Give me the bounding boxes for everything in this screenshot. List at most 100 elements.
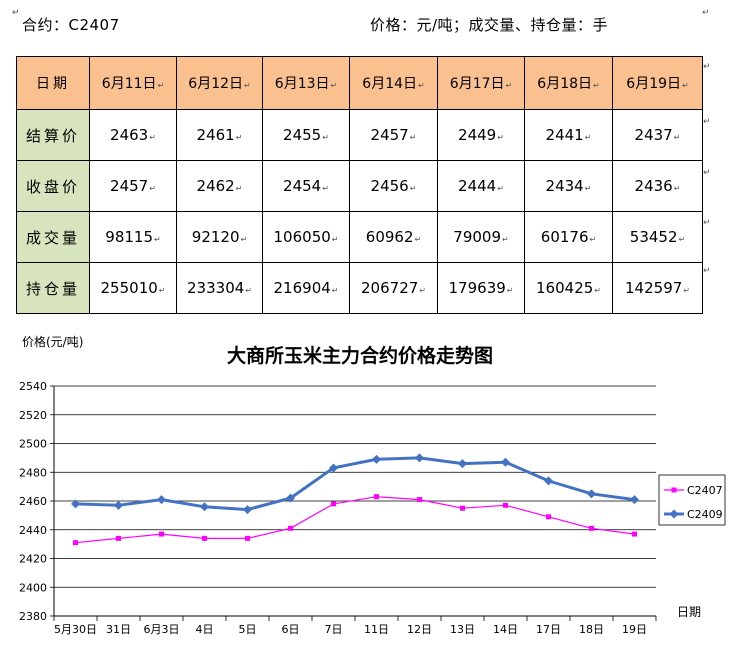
x-tick-label: 4日 — [196, 623, 214, 636]
data-point-c2407 — [503, 502, 508, 508]
y-tick-label: 2460 — [19, 495, 47, 508]
y-tick-label: 2480 — [19, 466, 47, 479]
cell-mark: ↵ — [506, 286, 514, 295]
value-cell: 2457↵ — [89, 160, 177, 212]
cell-value: 206727 — [361, 279, 419, 297]
legend-box — [658, 474, 726, 526]
value-cell: 2449↵ — [437, 109, 525, 161]
data-point-c2409 — [157, 495, 166, 505]
cell-value: 255010 — [100, 279, 158, 297]
value-cell: 233304↵ — [176, 262, 263, 314]
data-point-c2409 — [329, 463, 338, 473]
units-label: 价格：元/吨；成交量、持仓量：手 — [370, 16, 609, 34]
date-header-cell: 6月14日↵ — [349, 56, 438, 110]
value-cell: 2457↵ — [349, 109, 438, 161]
y-tick-label: 2520 — [19, 409, 47, 422]
x-tick-label: 7日 — [325, 623, 343, 636]
row-label: 成交量 — [25, 228, 80, 247]
value-cell: 53452↵ — [612, 211, 703, 263]
data-point-c2409 — [372, 454, 381, 464]
cell-mark: ↵ — [584, 133, 592, 142]
date-label: 6月14日 — [362, 76, 418, 92]
cell-value: 92120 — [191, 228, 240, 246]
value-cell: 92120↵ — [176, 211, 263, 263]
cell-mark: ↵ — [244, 81, 251, 90]
data-point-c2407 — [331, 501, 336, 507]
cell-value: 2456 — [370, 177, 409, 195]
cell-value: 2455 — [283, 126, 322, 144]
x-tick-label: 6日 — [282, 623, 300, 636]
value-cell: 106050↵ — [262, 211, 350, 263]
date-label: 6月12日 — [188, 76, 244, 92]
cell-value: 106050 — [273, 228, 331, 246]
x-tick-label: 17日 — [536, 623, 561, 636]
cell-value: 216904 — [273, 279, 331, 297]
cell-mark: ↵ — [497, 184, 504, 193]
row-end-mark: ↵ — [703, 117, 711, 127]
data-point-c2409 — [630, 495, 639, 505]
cell-value: 60962 — [365, 228, 414, 246]
cell-mark: ↵ — [682, 81, 689, 90]
x-tick-label: 5月30日 — [54, 623, 97, 636]
cell-mark: ↵ — [235, 184, 243, 193]
legend-marker — [671, 487, 677, 493]
y-tick-label: 2540 — [19, 380, 47, 393]
row-label-cell: 成交量 — [16, 211, 90, 263]
date-header-cell: 6月18日↵ — [524, 56, 613, 110]
row-end-mark: ↵ — [703, 62, 711, 72]
legend-label: C2407 — [687, 484, 723, 497]
data-point-c2407 — [460, 505, 465, 511]
y-tick-label: 2440 — [19, 524, 47, 537]
cell-value: 79009 — [453, 228, 501, 246]
data-point-c2409 — [415, 453, 424, 463]
data-point-c2409 — [286, 493, 295, 503]
row-label: 收盘价 — [25, 177, 80, 196]
x-axis-label: 日期 — [677, 605, 701, 619]
series-line-c2409 — [75, 456, 635, 512]
cell-mark: ↵ — [419, 286, 426, 295]
data-point-c2409 — [200, 502, 209, 512]
cell-mark: ↵ — [149, 184, 156, 193]
data-point-c2407 — [288, 525, 293, 531]
corner-label: 日期 — [36, 76, 70, 92]
table-header-row: 日期 6月11日↵ 6月12日↵ 6月13日↵ 6月14日↵ 6月17日↵ 6月18日↵ 6月… — [16, 56, 703, 110]
price-trend-chart: 大商所玉米主力合约价格走势图 价格(元/吨) 日期 2380 2400 2420 2440 2… — [19, 334, 726, 636]
table-row: 成交量 98115↵ 92120↵ 106050↵ 60962↵ 79009↵ 60176↵… — [16, 211, 703, 263]
data-point-c2407 — [245, 535, 250, 541]
cell-mark: ↵ — [418, 81, 425, 90]
row-label: 结算价 — [25, 126, 80, 145]
value-cell: 79009↵ — [437, 211, 525, 263]
data-point-c2407 — [546, 514, 551, 520]
cell-mark: ↵ — [505, 81, 513, 90]
data-point-c2409 — [544, 476, 553, 486]
date-header-cell: 6月11日↵ — [89, 56, 177, 110]
cell-mark: ↵ — [593, 81, 600, 90]
legend-label: C2409 — [687, 508, 723, 521]
x-tick-label: 13日 — [450, 623, 475, 636]
value-cell: 206727↵ — [349, 262, 438, 314]
value-cell: 2434↵ — [524, 160, 613, 212]
value-cell: 2463↵ — [89, 109, 177, 161]
cell-mark: ↵ — [683, 286, 690, 295]
cell-mark: ↵ — [497, 133, 504, 142]
table-row: 持仓量 255010↵ 233304↵ 216904↵ 206727↵ 179639↵ 16… — [16, 262, 703, 314]
x-tick-label: 12日 — [407, 623, 432, 636]
x-tick-label: 5日 — [239, 623, 257, 636]
data-point-c2409 — [587, 489, 596, 499]
value-cell: 2462↵ — [176, 160, 263, 212]
paragraph-mark: ↵ — [12, 8, 20, 18]
y-tick-label: 2500 — [19, 438, 47, 451]
x-tick-label: 14日 — [493, 623, 518, 636]
date-header-cell: 6月17日↵ — [437, 56, 525, 110]
cell-mark: ↵ — [330, 81, 338, 90]
date-label: 6月17日 — [449, 76, 505, 92]
data-point-c2407 — [159, 531, 164, 537]
cell-value: 2449 — [458, 126, 497, 144]
value-cell: 216904↵ — [262, 262, 350, 314]
cell-value: 2454 — [283, 177, 322, 195]
data-point-c2409 — [243, 505, 252, 515]
data-point-c2407 — [202, 535, 207, 541]
cell-value: 2457 — [110, 177, 149, 195]
chart-title: 大商所玉米主力合约价格走势图 — [227, 344, 493, 367]
settlement-table: 日期 6月11日↵ 6月12日↵ 6月13日↵ 6月14日↵ 6月17日↵ 6月18日↵ 6月… — [16, 56, 703, 314]
